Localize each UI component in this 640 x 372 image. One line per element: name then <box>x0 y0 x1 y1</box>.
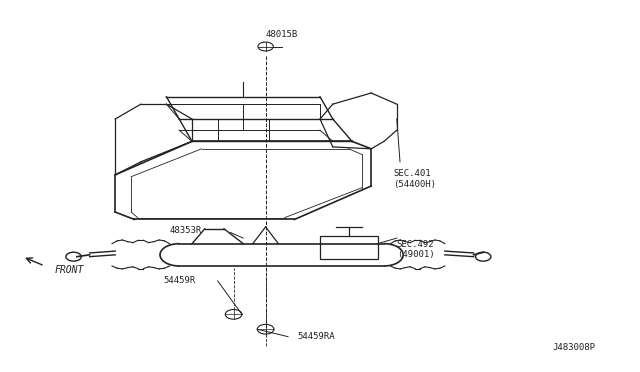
Text: 48015B: 48015B <box>266 30 298 39</box>
Text: 54459RA: 54459RA <box>298 332 335 341</box>
Bar <box>320 236 378 259</box>
Text: J483008P: J483008P <box>552 343 595 352</box>
Text: SEC.401
(54400H): SEC.401 (54400H) <box>394 169 436 189</box>
Text: 48353R: 48353R <box>170 226 202 235</box>
Text: FRONT: FRONT <box>54 265 84 275</box>
Text: 54459R: 54459R <box>163 276 195 285</box>
Text: SEC.492
(49001): SEC.492 (49001) <box>397 240 435 259</box>
